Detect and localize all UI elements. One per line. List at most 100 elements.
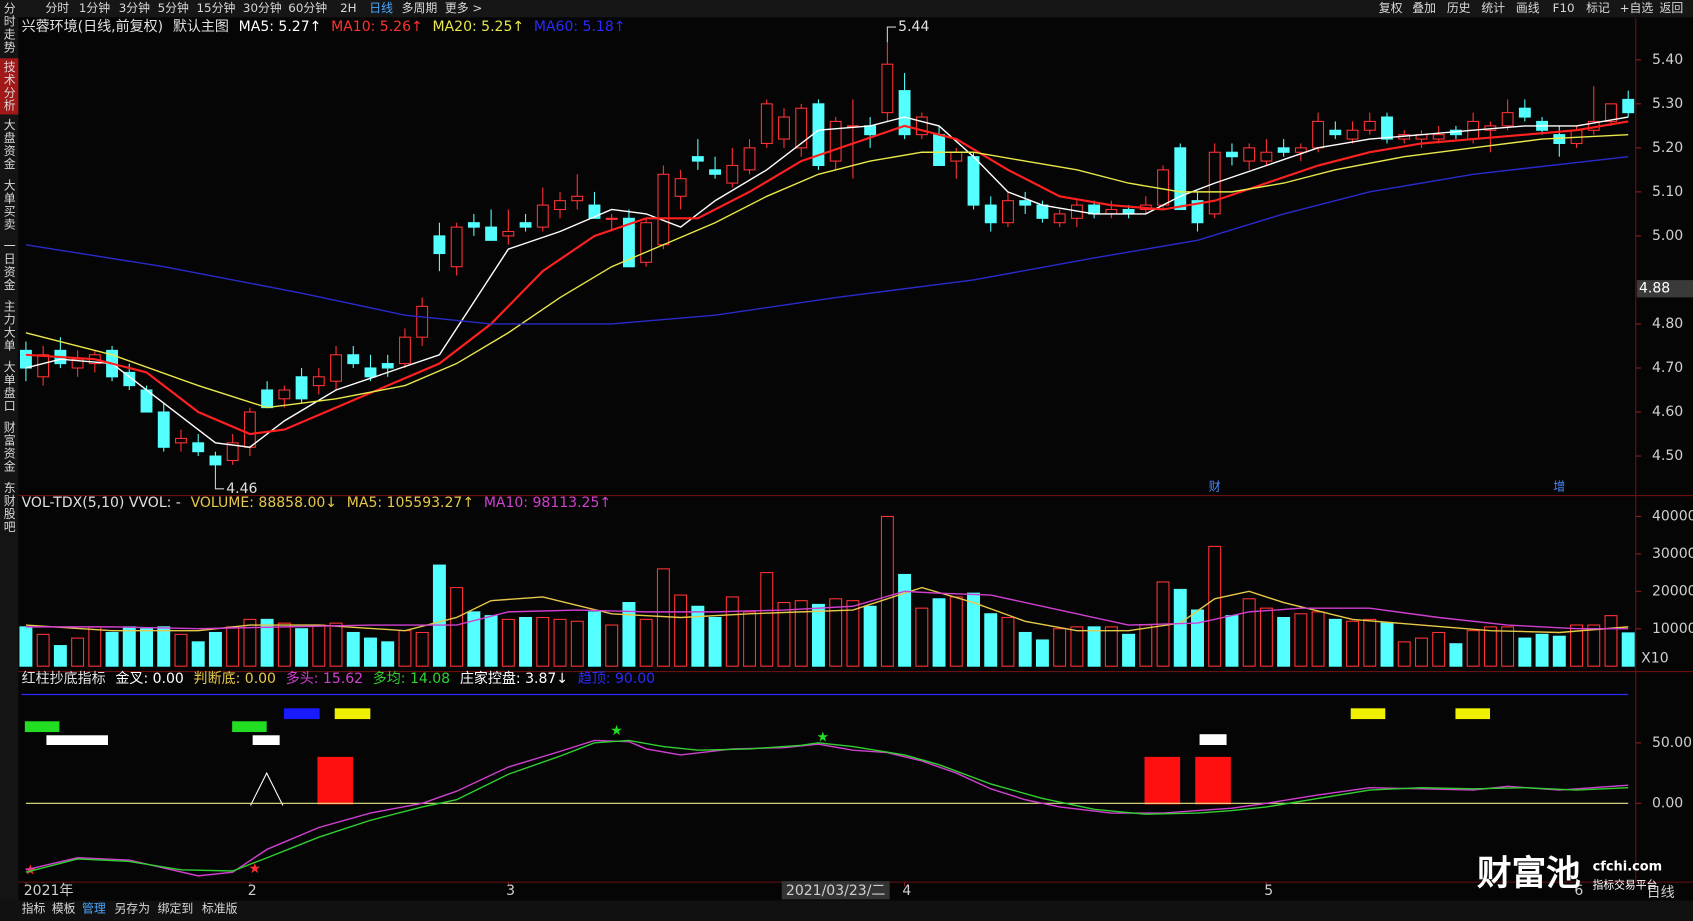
volume-bar [1466, 630, 1480, 667]
bottom-tab[interactable]: 标准版 [202, 902, 238, 916]
candle-body [416, 305, 429, 338]
toolbar-item[interactable]: F10 [1553, 1, 1575, 15]
sidebar-item[interactable]: 财富资金 [2, 421, 16, 473]
candle-body [915, 116, 928, 136]
legend-item: 金叉: 0.00 [115, 671, 183, 687]
candle-body [37, 354, 50, 378]
sidebar-item[interactable]: 大单买卖 [2, 179, 16, 231]
volume-bar [415, 631, 429, 667]
candle-body [1346, 129, 1359, 140]
volume-bar [863, 605, 877, 667]
toolbar-item[interactable]: 分时 [45, 1, 69, 15]
legend-item: MA5: 5.27↑ [239, 19, 322, 35]
volume-bar [760, 572, 774, 667]
volume-bar [691, 605, 705, 667]
price-marker: 4.88 [1639, 281, 1670, 297]
toolbar-item[interactable]: 5分钟 [158, 1, 189, 15]
volume-bar [880, 515, 894, 667]
toolbar-item[interactable]: 2H [340, 1, 356, 15]
toolbar-item[interactable]: 3分钟 [119, 1, 150, 15]
volume-bar [36, 633, 50, 667]
candle-body [950, 151, 963, 162]
sidebar-item[interactable]: 一日资金 [2, 240, 16, 292]
sidebar-active [0, 58, 19, 115]
sidebar [0, 17, 19, 903]
candle-body [1260, 151, 1273, 162]
candle-body [450, 226, 463, 268]
candle-body [226, 442, 239, 461]
volume-bar [226, 626, 240, 667]
candle-body [743, 147, 756, 171]
volume-bar [1104, 626, 1118, 667]
sidebar-item[interactable]: 技术分析 [2, 60, 16, 112]
y-tick-label: 20000 [1652, 583, 1693, 599]
toolbar-item[interactable]: 标记 [1586, 1, 1610, 15]
sidebar-item[interactable]: 分时走势 [2, 2, 16, 54]
legend-item: MA5: 105593.27↑ [347, 495, 474, 511]
y-tick-label: 4.60 [1652, 404, 1683, 420]
toolbar-item[interactable]: 复权 [1379, 1, 1403, 15]
volume-bar [777, 602, 791, 667]
bottom-tab[interactable]: 另存为 [114, 902, 150, 916]
toolbar-item[interactable]: 画线 [1516, 1, 1540, 15]
volume-bar [105, 631, 119, 667]
volume-bar [1225, 615, 1239, 667]
toolbar-item[interactable]: 15分钟 [197, 1, 236, 15]
candle-body [1226, 151, 1238, 158]
toolbar-item[interactable]: 多周期 [402, 1, 438, 15]
toolbar-item[interactable]: 统计 [1481, 1, 1505, 15]
event-marker[interactable]: 增 [1553, 479, 1565, 493]
volume-bar [398, 630, 412, 667]
toolbar-item[interactable]: +自选 [1620, 1, 1654, 15]
volume-bar [898, 573, 912, 667]
toolbar-item[interactable]: 30分钟 [243, 1, 282, 15]
volume-bar [346, 631, 360, 667]
candle-body [795, 107, 808, 149]
volume-bar [243, 618, 257, 667]
star: ★ [610, 723, 623, 739]
sidebar-item[interactable]: 大单盘口 [2, 360, 16, 412]
volume-bar [312, 624, 326, 667]
toolbar-item[interactable]: 60分钟 [288, 1, 327, 15]
annotation: 5.44 [898, 19, 929, 35]
price-marker-box [1636, 280, 1693, 298]
candle-body [1002, 200, 1014, 224]
volume-bar [605, 624, 619, 667]
toolbar-item[interactable]: 1分钟 [79, 1, 110, 15]
sidebar-item[interactable]: 大盘资金 [2, 118, 16, 170]
toolbar-item[interactable]: 返回 [1660, 1, 1684, 15]
y-tick-label: 30000 [1652, 546, 1693, 562]
toolbar-item[interactable]: 日线 [369, 1, 393, 15]
candle-body [709, 169, 722, 175]
volume-bar [432, 564, 446, 667]
bottom-tab[interactable]: 模板 [52, 902, 76, 916]
event-marker[interactable]: 财 [1209, 479, 1221, 493]
volume-bar [725, 596, 739, 667]
toolbar-item[interactable]: 更多 > [445, 1, 482, 15]
sidebar-item[interactable]: 主力大单 [2, 300, 16, 352]
candle-body [1381, 116, 1393, 140]
candle-body [1174, 147, 1187, 211]
candle-body [864, 125, 877, 136]
line-series [25, 116, 1629, 448]
bottom-tab[interactable]: 管理 [82, 902, 106, 916]
volume-bar [743, 611, 757, 667]
bottom-tab[interactable]: 绑定到 [158, 902, 194, 916]
volume-bar [277, 622, 291, 667]
volume-bar [1587, 624, 1601, 667]
sidebar-item[interactable]: 东财股吧 [2, 482, 16, 534]
y-tick-label: 5.10 [1652, 184, 1683, 200]
panel-title: VOL-TDX(5,10) VVOL: - [22, 495, 181, 511]
candle-body [778, 116, 790, 140]
toolbar-item[interactable]: 历史 [1447, 1, 1471, 15]
y-tick-label: 5.30 [1652, 96, 1683, 112]
volume-bar [1518, 637, 1532, 667]
signal [334, 708, 371, 720]
volume-bar [570, 620, 584, 667]
toolbar-item[interactable]: 叠加 [1412, 1, 1436, 15]
candle-body [1518, 107, 1531, 118]
bottom-tab[interactable]: 指标 [22, 902, 46, 916]
legend-item: 多均: 14.08 [373, 670, 450, 687]
candle-body [485, 226, 498, 241]
